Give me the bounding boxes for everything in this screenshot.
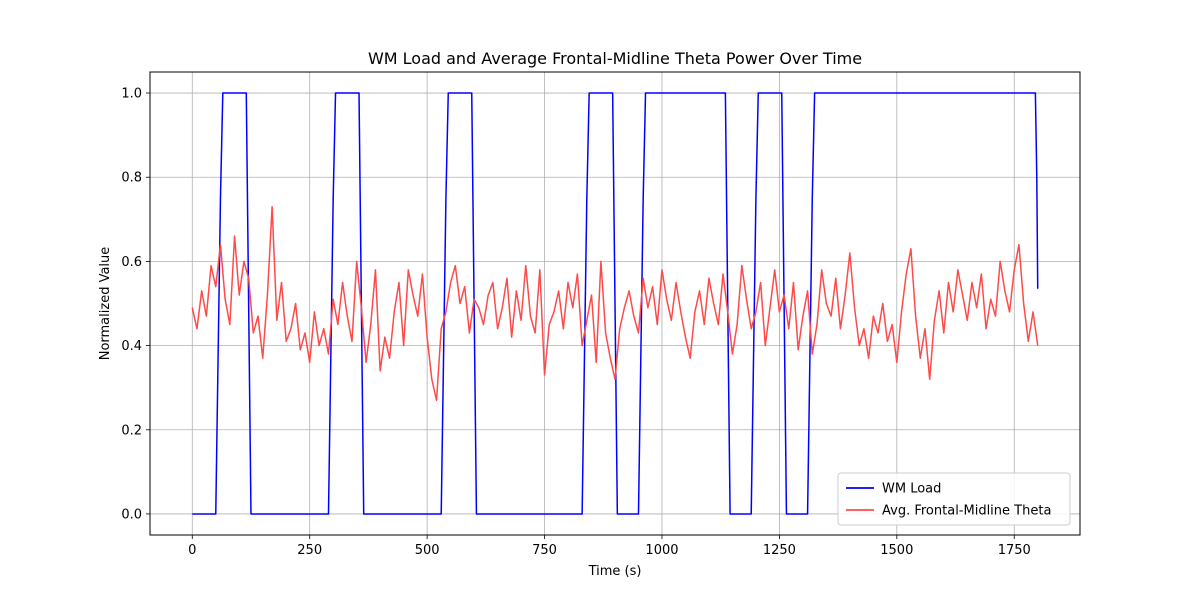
x-tick-label: 1000 <box>645 543 678 558</box>
x-axis-label: Time (s) <box>588 564 642 579</box>
chart-title: WM Load and Average Frontal-Midline Thet… <box>368 49 862 68</box>
x-tick-label: 1750 <box>998 543 1031 558</box>
legend-box <box>837 472 1071 526</box>
y-tick-label: 0.0 <box>121 507 142 522</box>
legend: WM Load Avg. Frontal-Midline Theta <box>837 472 1071 526</box>
x-tick-label: 750 <box>532 543 557 558</box>
series-line-0 <box>192 92 1039 515</box>
x-tick-label: 1500 <box>880 543 913 558</box>
y-tick-label: 0.4 <box>121 339 142 354</box>
x-tick-label: 0 <box>188 543 196 558</box>
series-line-1 <box>191 205 1039 402</box>
legend-label: Avg. Frontal-Midline Theta <box>882 504 1051 519</box>
x-tick-label: 500 <box>415 543 440 558</box>
x-tick-label: 250 <box>297 543 322 558</box>
y-axis-label: Normalized Value <box>98 247 113 361</box>
y-tick-label: 0.6 <box>121 255 142 270</box>
legend-label: WM Load <box>882 482 941 497</box>
y-tick-label: 0.2 <box>121 423 142 438</box>
x-tick-label: 1250 <box>763 543 796 558</box>
series-lines <box>191 92 1039 515</box>
axis-ticks: 0 250 500 750 1000 1250 1500 1750 0.0 0.2 0.4 0.6 0.… <box>121 87 1030 558</box>
y-tick-label: 0.8 <box>121 171 142 186</box>
plot-frame <box>149 71 1081 536</box>
y-tick-label: 1.0 <box>121 87 142 102</box>
